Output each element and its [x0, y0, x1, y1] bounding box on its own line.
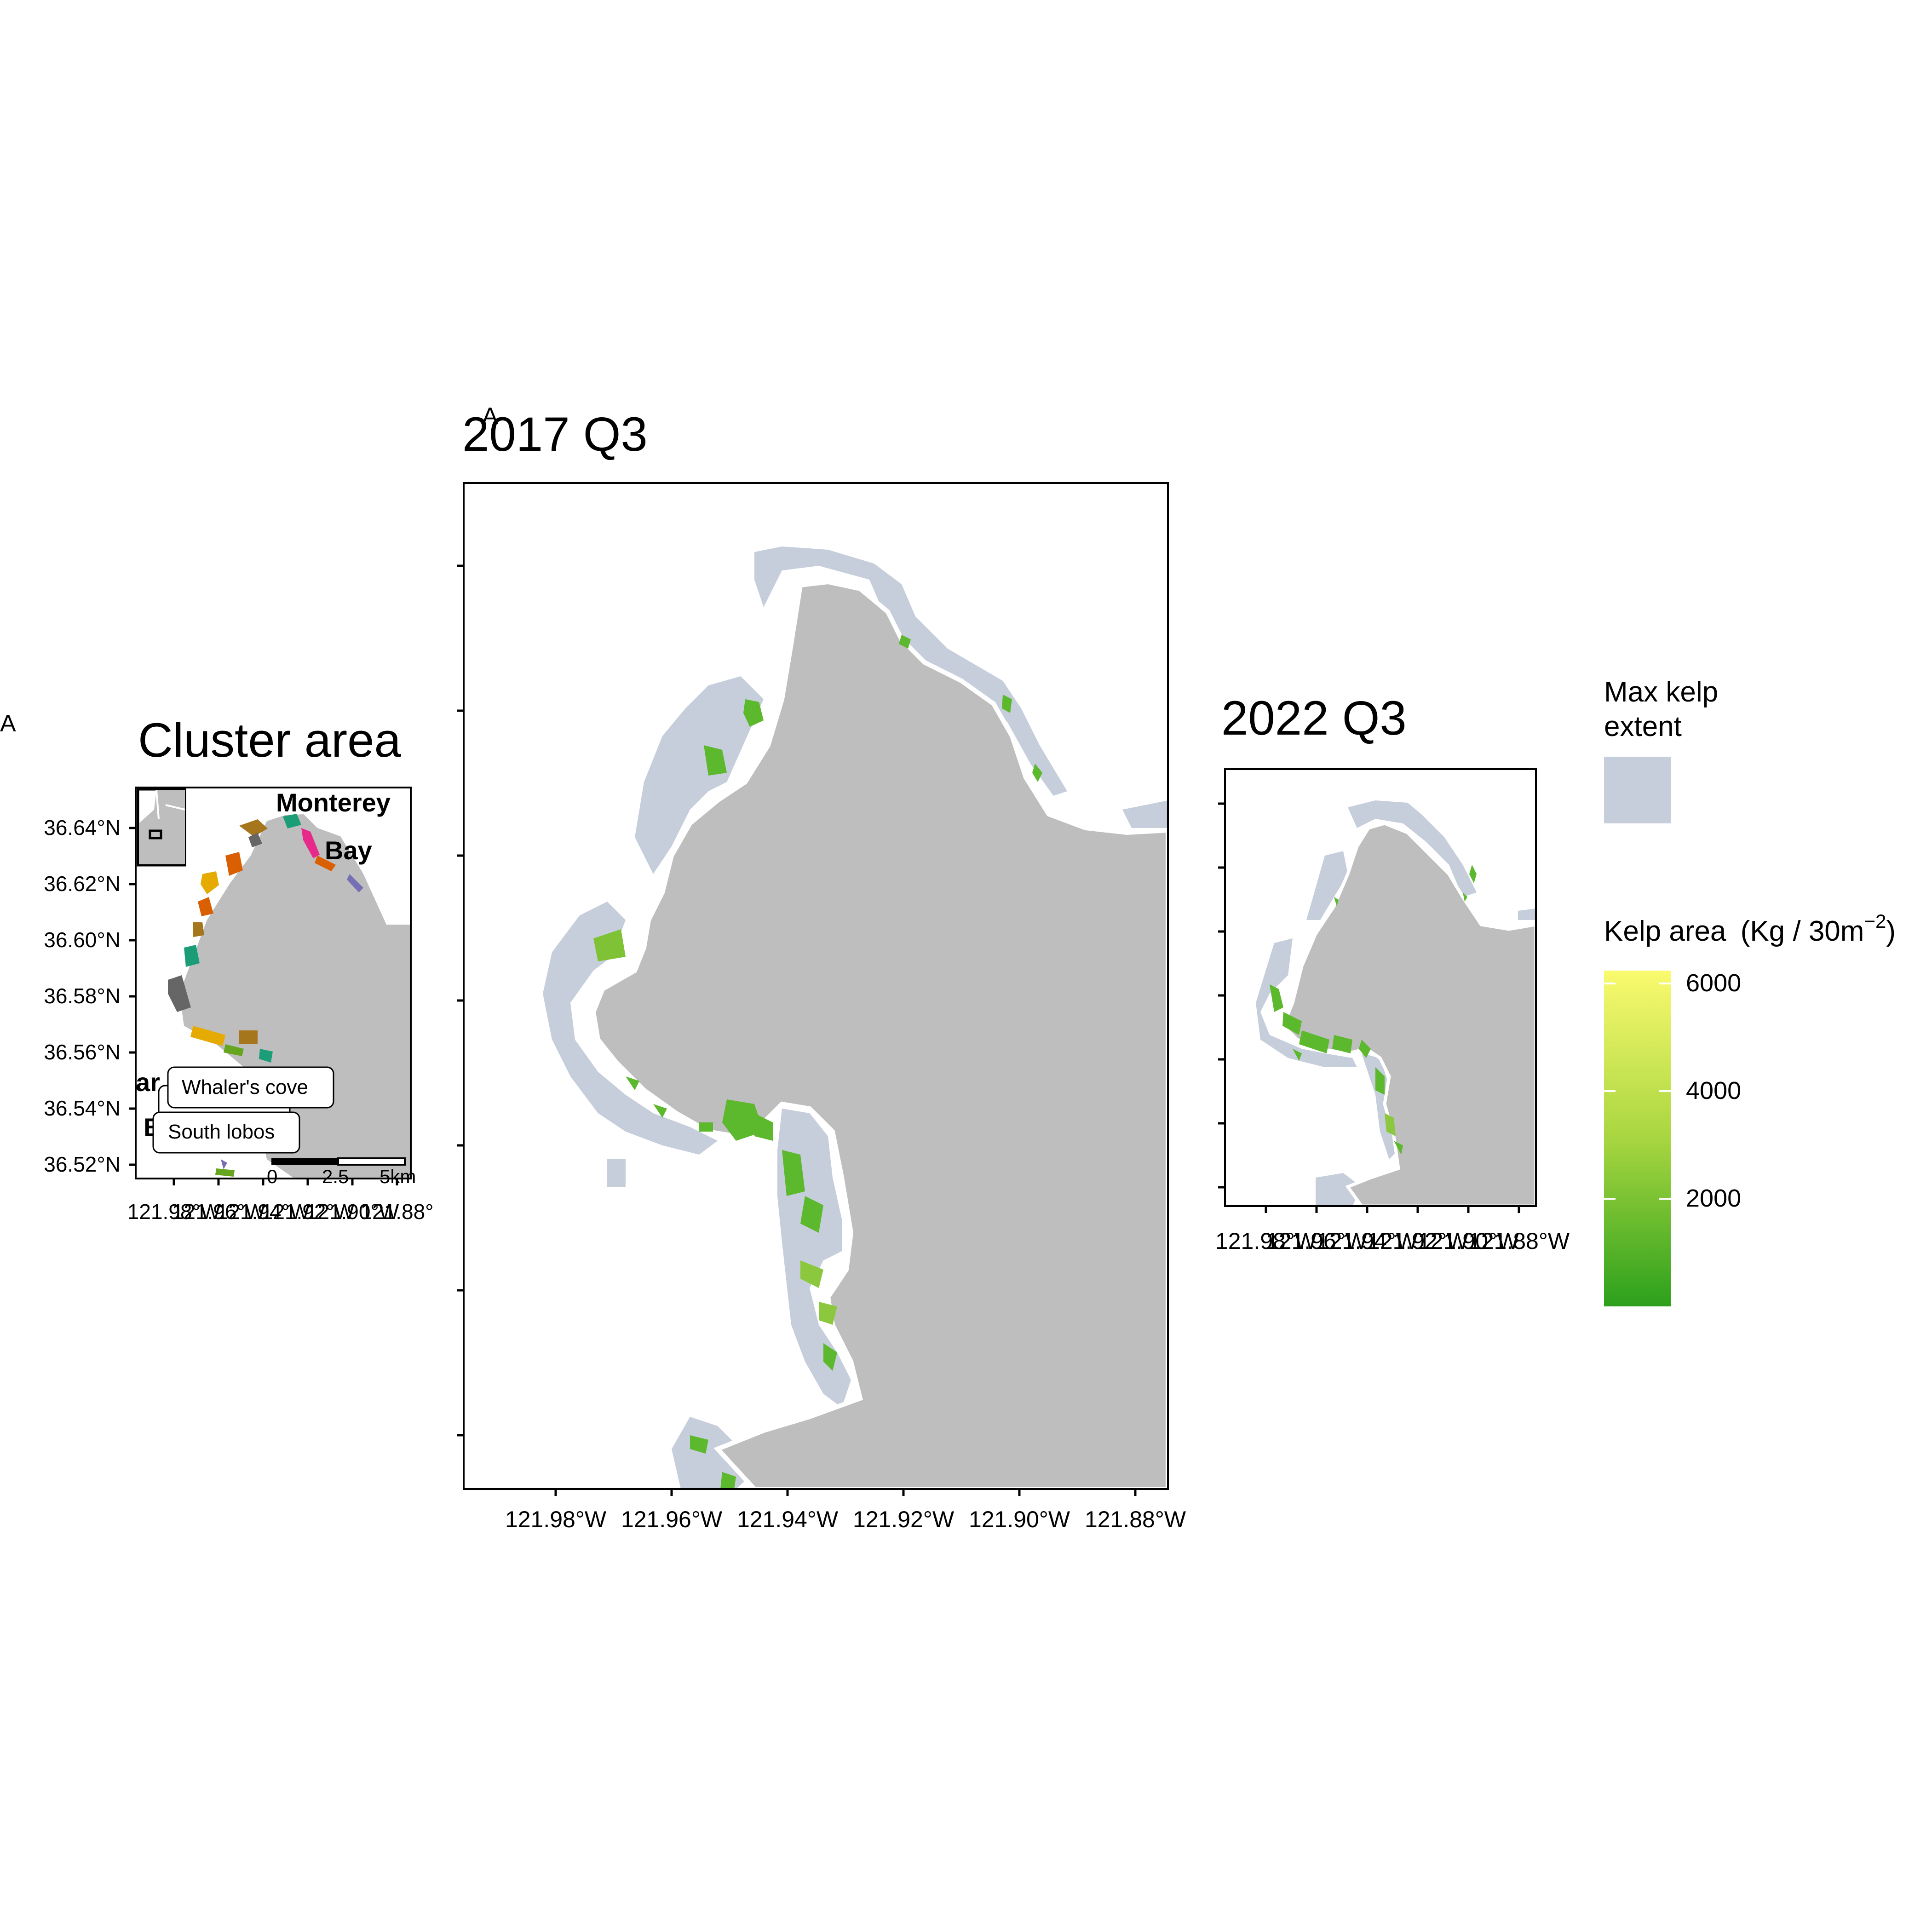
cluster-lon-axis: 121.98°W 121.96°W 121.94°W 121.92°W 121.… — [127, 1179, 434, 1224]
lat-tick-label: 36.56°N — [44, 1040, 121, 1064]
lon-tick-label: 121.88°W — [1085, 1506, 1186, 1532]
panel-tag-left: A — [0, 710, 16, 737]
cluster-patch — [224, 1044, 244, 1056]
lon-tick-label: 121.94°W — [1317, 1228, 1418, 1254]
lon-tick-label: 121.96°W — [621, 1506, 723, 1532]
lon-tick-label: 121.98°W — [127, 1200, 221, 1224]
lon-tick-label: 121.92°W — [853, 1506, 954, 1532]
cluster-panel-title: Cluster area — [138, 713, 402, 767]
cluster-patch — [239, 819, 268, 837]
lon-tick-label: 121.94°W — [217, 1200, 310, 1224]
legend-area-title-text: Kelp area — [1604, 915, 1726, 947]
cluster-patch — [190, 1026, 225, 1046]
panel-2017-lon-axis: 121.98°W 121.96°W 121.94°W 121.92°W 121.… — [505, 1489, 1186, 1532]
monterey-label: Monterey — [276, 788, 391, 817]
lat-tick-label: 36.60°N — [44, 928, 121, 952]
panel-2017-lat-ticks — [457, 564, 464, 1437]
panel-2017-frame — [463, 482, 1169, 1490]
lon-tick-label: 121.94°W — [737, 1506, 839, 1532]
lon-tick-label: 121.92°W — [261, 1200, 355, 1224]
legend-area-title: Kelp area (Kg / 30m−2) — [1604, 910, 1896, 947]
inset-extent-box — [149, 829, 162, 840]
scale-label-0: 0 — [267, 1166, 277, 1187]
legend-tick-2000: 2000 — [1686, 1184, 1741, 1212]
cluster-land — [179, 814, 411, 1179]
cluster-patches — [168, 814, 363, 1177]
map-2022 — [1225, 769, 1536, 1206]
cluster-lat-axis: 36.64°N 36.62°N 36.60°N 36.58°N 36.56°N … — [44, 816, 136, 1176]
site-labels: Whaler's cove South lobos — [152, 1066, 334, 1154]
scale-bar: 0 2.5 5km — [267, 1157, 416, 1187]
bay-label: Bay — [325, 836, 372, 865]
site-label-south-lobos: South lobos — [168, 1121, 275, 1143]
cluster-patch — [259, 1049, 273, 1063]
lon-tick-label: 121.90°W — [1418, 1228, 1519, 1254]
lon-tick-label: 121.96°W — [172, 1200, 265, 1224]
site-label-whalers-cove: Whaler's cove — [182, 1076, 308, 1098]
locator-inset — [137, 788, 186, 867]
cluster-patch — [168, 975, 191, 1012]
lat-tick-label: 36.64°N — [44, 816, 121, 840]
cluster-patch — [184, 945, 200, 967]
map-2017 — [464, 483, 1168, 1489]
cluster-patch — [198, 897, 213, 916]
panel-2017-title: 2017 Q3 — [462, 408, 648, 461]
lon-tick-label: 121.98°W — [505, 1506, 607, 1532]
lon-tick-label: 121.88° — [360, 1200, 433, 1224]
legend-extent-title-line1: Max kelp — [1604, 676, 1718, 708]
cluster-patch — [201, 871, 219, 894]
panel-2022-frame — [1224, 768, 1537, 1207]
lon-tick-label: 121.90°W — [306, 1200, 399, 1224]
lon-tick-label: 121.96°W — [1266, 1228, 1368, 1254]
panel-2022-lat-ticks — [1218, 802, 1225, 1189]
lon-tick-label: 121.92°W — [1367, 1228, 1469, 1254]
cluster-patch — [239, 1030, 258, 1044]
legend-extent-swatch — [1604, 757, 1671, 823]
panel-2022-lon-axis: 121.98°W 121.96°W 121.94°W 121.92°W 121.… — [1215, 1206, 1570, 1254]
cluster-panel-frame — [135, 787, 412, 1179]
kelp-biomass-2022 — [1270, 865, 1477, 1155]
land-2017 — [591, 579, 1168, 1489]
kelp-biomass-2017 — [593, 635, 1042, 1489]
legend-area-unit: (Kg / 30m — [1741, 915, 1864, 947]
lat-tick-label: 36.58°N — [44, 984, 121, 1008]
legend-tick-6000: 6000 — [1686, 969, 1741, 997]
legend-area-unit-suffix: ) — [1886, 915, 1896, 947]
scale-label-2-5: 2.5 — [322, 1166, 349, 1187]
cluster-patch — [215, 1168, 235, 1177]
lon-tick-label: 121.88°W — [1468, 1228, 1570, 1254]
lat-tick-label: 36.52°N — [44, 1152, 121, 1176]
cluster-patch — [347, 874, 363, 892]
lat-tick-label: 36.54°N — [44, 1096, 121, 1120]
cluster-patch — [225, 852, 243, 876]
legend-extent-title-line2: extent — [1604, 711, 1682, 742]
legend-tick-4000: 4000 — [1686, 1077, 1741, 1104]
cluster-patch — [315, 856, 336, 871]
panel-tag-middle: A — [482, 403, 498, 430]
cluster-patch — [283, 814, 301, 828]
cluster-patch — [301, 828, 320, 858]
cluster-patch — [248, 833, 262, 847]
cluster-patch — [221, 1159, 227, 1169]
cluster-patch — [193, 922, 204, 937]
legend-colorbar — [1604, 971, 1671, 1306]
lon-tick-label: 121.90°W — [969, 1506, 1070, 1532]
lon-tick-label: 121.98°W — [1215, 1228, 1317, 1254]
legend-area-unit-exp: −2 — [1864, 910, 1886, 932]
panel-2022-title: 2022 Q3 — [1221, 691, 1407, 745]
legend: Max kelp extent Kelp area (Kg / 30m−2) 6… — [1604, 676, 1896, 1306]
lat-tick-label: 36.62°N — [44, 872, 121, 896]
inset-land — [139, 790, 185, 864]
left-place-label: ar — [136, 1068, 160, 1097]
